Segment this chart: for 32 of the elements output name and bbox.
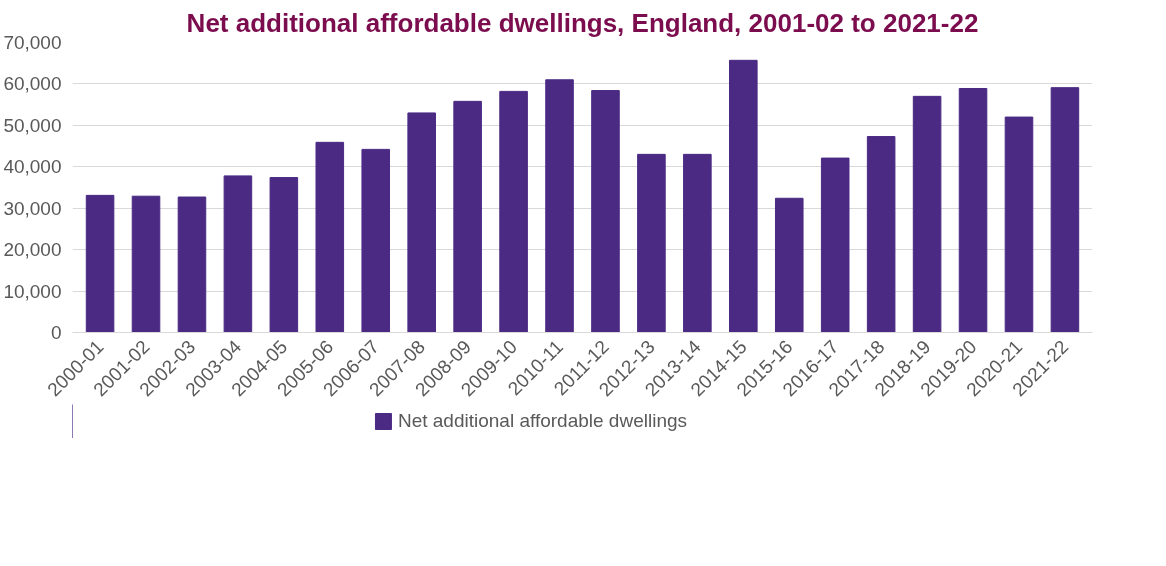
bar [912,95,942,333]
bar [85,194,115,333]
bar [1004,116,1034,333]
bar [729,59,758,333]
bar [223,175,253,333]
y-tick-label: 30,000 [3,197,62,219]
bar [866,136,896,333]
y-tick-label: 60,000 [3,73,62,95]
bar [591,90,620,333]
y-tick-label: 70,000 [3,32,62,53]
bar [177,196,207,333]
bar [683,153,712,333]
bar [1050,87,1080,333]
bar [315,141,345,333]
bar [499,90,528,333]
chart-title: Net additional affordable dwellings, England, 2001-02 to 2021-22 [186,7,979,38]
bar [958,87,988,333]
y-tick-label: 10,000 [3,280,62,302]
bar [131,195,161,333]
bar [774,197,804,333]
bar [820,157,850,333]
y-tick-label: 50,000 [3,114,62,136]
bar [545,79,574,333]
y-tick-label: 0 [50,322,62,343]
bar [269,177,299,333]
legend-label: Net additional affordable dwellings [397,410,688,432]
bar [407,112,436,333]
y-tick-label: 20,000 [3,239,62,261]
bar [361,148,391,333]
bar [453,100,482,333]
bar [637,153,666,333]
y-tick-label: 40,000 [3,156,62,178]
